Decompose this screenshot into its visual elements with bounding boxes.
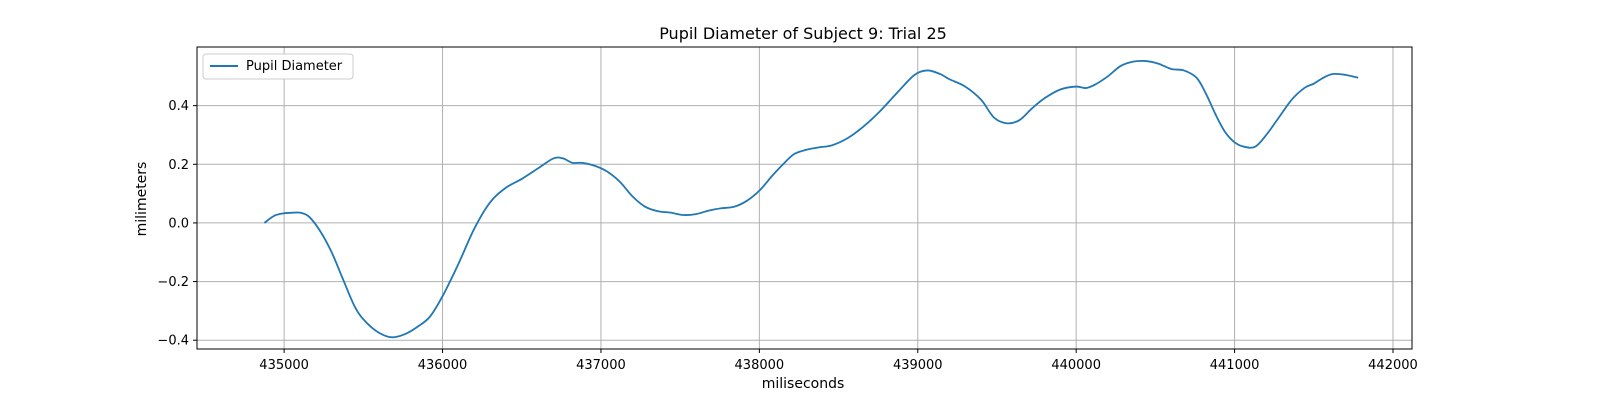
y-axis-ticks: −0.4 −0.2 0.0 0.2 0.4: [157, 99, 197, 349]
x-tick-label: 435000: [259, 358, 309, 373]
x-tick-label: 438000: [735, 358, 785, 373]
y-axis-label: milimeters: [134, 162, 150, 237]
x-tick-label: 437000: [576, 358, 626, 373]
y-tick-label: −0.4: [157, 334, 189, 349]
x-tick-label: 436000: [418, 358, 468, 373]
x-tick-label: 440000: [1051, 358, 1101, 373]
x-axis-ticks: 435000 436000 437000 438000 439000 440000 4410…: [259, 349, 1418, 373]
series-line-pupil-diameter: [263, 59, 1359, 339]
grid-lines: [197, 47, 1412, 349]
legend-label: Pupil Diameter: [246, 59, 343, 74]
x-axis-label: miliseconds: [762, 376, 845, 392]
x-tick-label: 439000: [893, 358, 943, 373]
x-tick-label: 441000: [1210, 358, 1260, 373]
y-tick-label: 0.2: [168, 158, 189, 173]
x-tick-label: 442000: [1368, 358, 1418, 373]
y-tick-label: −0.2: [157, 275, 189, 290]
chart-title: Pupil Diameter of Subject 9: Trial 25: [659, 24, 947, 43]
series-layer: [263, 59, 1359, 339]
y-tick-label: 0.0: [168, 216, 189, 231]
legend: Pupil Diameter: [202, 53, 354, 80]
legend-box: [202, 53, 354, 80]
plot-frame: [196, 46, 1413, 350]
y-tick-label: 0.4: [168, 99, 189, 114]
